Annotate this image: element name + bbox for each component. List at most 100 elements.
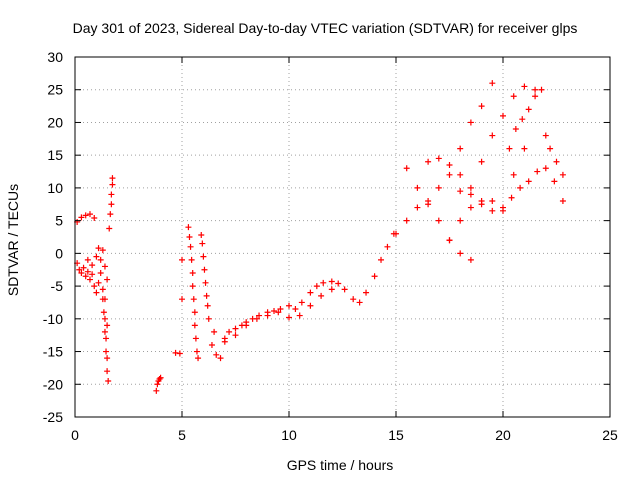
data-point — [378, 256, 385, 263]
data-point — [82, 212, 89, 219]
data-point — [82, 273, 89, 280]
y-tick-label: 10 — [47, 180, 63, 196]
data-point — [512, 126, 519, 132]
data-point — [172, 349, 179, 356]
data-point — [277, 306, 284, 312]
x-axis-label: GPS time / hours — [287, 457, 394, 473]
data-point — [435, 184, 442, 191]
data-point — [532, 86, 539, 93]
data-point — [154, 381, 161, 388]
data-point — [508, 194, 515, 201]
data-point — [478, 158, 485, 165]
data-point — [198, 232, 205, 239]
data-point — [101, 263, 108, 270]
data-point — [510, 93, 517, 100]
data-point — [217, 355, 224, 362]
data-point — [157, 374, 164, 381]
data-point — [91, 283, 98, 290]
data-point — [84, 256, 91, 263]
y-tick-label: -5 — [51, 278, 64, 294]
data-point — [525, 106, 532, 113]
data-point — [489, 80, 496, 87]
data-point — [457, 145, 464, 152]
data-point — [91, 215, 98, 222]
data-point — [109, 175, 116, 182]
data-point — [500, 204, 506, 211]
data-point — [187, 243, 194, 250]
data-point — [532, 93, 539, 100]
y-tick-label: -20 — [43, 376, 63, 392]
data-point — [467, 119, 474, 126]
data-point — [97, 270, 104, 276]
data-point — [189, 283, 196, 290]
chart-title: Day 301 of 2023, Sidereal Day-to-day VTE… — [73, 20, 578, 36]
data-point — [176, 350, 183, 357]
data-point — [296, 312, 303, 319]
data-point — [271, 307, 278, 314]
data-point — [201, 266, 208, 273]
data-point — [186, 234, 193, 240]
data-point — [104, 368, 111, 375]
y-tick-label: 20 — [47, 114, 63, 130]
data-point — [307, 302, 314, 309]
data-point — [256, 312, 263, 319]
data-point — [519, 116, 526, 123]
data-point — [93, 253, 100, 260]
data-point — [185, 224, 192, 231]
data-point — [457, 250, 464, 257]
data-point — [457, 171, 464, 178]
data-point — [307, 289, 314, 296]
data-point — [286, 314, 292, 321]
data-point — [414, 204, 421, 211]
data-point — [103, 335, 110, 342]
data-point — [446, 237, 453, 244]
data-point — [446, 171, 453, 178]
data-point — [95, 279, 102, 286]
data-point — [467, 191, 474, 198]
data-point — [232, 332, 239, 339]
data-point — [99, 296, 106, 303]
data-point — [521, 145, 528, 152]
data-point — [208, 342, 215, 348]
data-point — [104, 276, 111, 283]
data-point — [478, 198, 485, 204]
data-point — [101, 328, 108, 335]
data-point — [109, 181, 116, 188]
data-point — [320, 279, 327, 286]
data-point — [489, 207, 496, 214]
data-point — [403, 165, 410, 172]
data-point — [86, 211, 93, 218]
data-point — [153, 387, 160, 394]
data-point — [95, 245, 102, 252]
data-point — [104, 322, 111, 329]
data-point — [534, 168, 541, 175]
data-point — [553, 158, 560, 165]
x-tick-label: 25 — [602, 427, 618, 443]
data-point — [188, 256, 195, 263]
data-point — [371, 273, 378, 280]
data-point — [393, 230, 399, 237]
data-point — [500, 112, 506, 119]
data-point — [108, 191, 115, 198]
data-point — [213, 351, 220, 358]
data-point — [384, 243, 391, 250]
data-point — [478, 103, 485, 110]
data-point — [100, 309, 107, 316]
data-point — [298, 299, 305, 306]
data-point — [202, 279, 209, 286]
data-point — [542, 132, 549, 139]
y-axis-label: SDTVAR / TECUs — [5, 184, 21, 296]
data-point — [99, 286, 106, 293]
data-point — [292, 306, 299, 312]
data-point — [204, 302, 211, 309]
data-point — [156, 376, 163, 383]
data-point — [76, 266, 83, 273]
y-tick-label: 25 — [47, 82, 63, 98]
data-point — [205, 315, 212, 322]
data-point — [517, 184, 524, 191]
data-point — [551, 178, 558, 185]
data-point — [506, 145, 513, 152]
data-point — [446, 162, 453, 168]
data-point — [203, 292, 210, 299]
data-point — [243, 322, 250, 329]
